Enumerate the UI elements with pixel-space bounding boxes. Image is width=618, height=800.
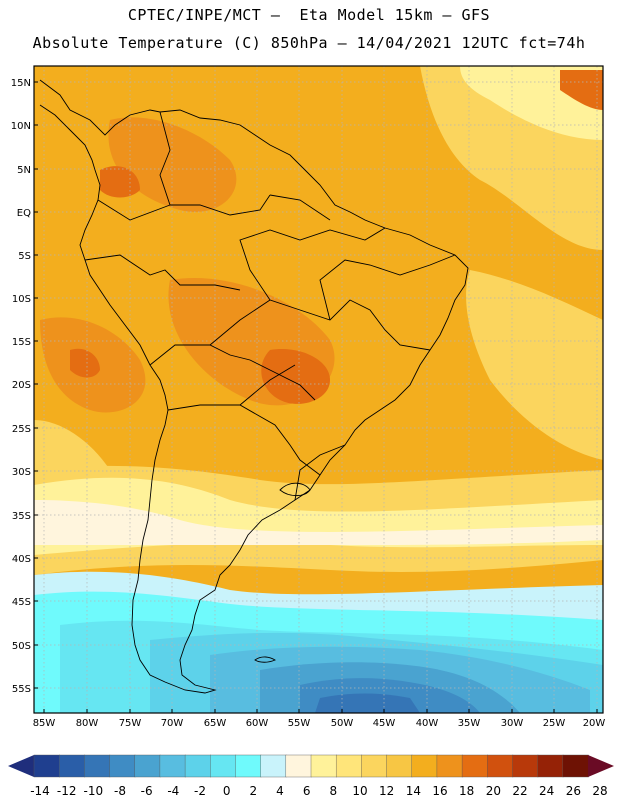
lon-label: 50W	[331, 718, 354, 729]
lon-label: 45W	[373, 718, 396, 729]
colorbar-tick-label: 10	[352, 784, 367, 798]
lon-label: 85W	[33, 718, 56, 729]
colorbar-swatch	[210, 754, 237, 778]
lat-label: 15N	[11, 78, 31, 89]
lat-label: 55S	[12, 684, 31, 695]
colorbar-swatch	[109, 754, 136, 778]
colorbar-swatch	[159, 754, 186, 778]
lon-label: 70W	[161, 718, 184, 729]
axis-ticks	[34, 81, 598, 713]
colorbar-swatch	[335, 754, 363, 778]
colorbar-tick-label: 20	[486, 784, 501, 798]
colorbar-tick-label: 8	[330, 784, 338, 798]
colorbar-tick-label: -8	[114, 784, 126, 798]
colorbar-tick-label: 28	[592, 784, 607, 798]
colorbar-tick-label: 26	[566, 784, 581, 798]
colorbar-swatch	[58, 754, 86, 778]
lon-label: 20W	[583, 718, 606, 729]
colorbar-swatch	[285, 754, 312, 778]
colorbar-tick-label: -12	[57, 784, 77, 798]
colorbar-tick-label: 18	[459, 784, 474, 798]
colorbar-tick-label: 14	[406, 784, 421, 798]
chart-title-line1: CPTEC/INPE/MCT – Eta Model 15km – GFS	[127, 6, 491, 24]
colorbar-swatch	[310, 754, 337, 778]
colorbar-swatch	[235, 754, 262, 778]
lat-label: 5S	[18, 251, 31, 262]
colorbar-tick-label: 6	[303, 784, 311, 798]
colorbar-tick-label: 2	[250, 784, 258, 798]
lon-label: 30W	[501, 718, 524, 729]
temperature-field	[34, 66, 603, 713]
colorbar-tick-label: 4	[276, 784, 284, 798]
lat-label: 10N	[11, 121, 31, 132]
colorbar-tick-label: 16	[432, 784, 447, 798]
colorbar-tick-label: 22	[512, 784, 527, 798]
lon-label: 60W	[246, 718, 269, 729]
lat-label: EQ	[17, 208, 31, 219]
colorbar-tick-label: -2	[194, 784, 206, 798]
colorbar-swatch	[411, 754, 438, 778]
lat-label: 50S	[12, 641, 31, 652]
colorbar-swatch	[134, 754, 161, 778]
colorbar-tick-label: -4	[167, 784, 179, 798]
longitude-labels: 85W 80W 75W 70W 65W 60W 55W 50W 45W 40W …	[33, 718, 606, 729]
colorbar-swatch	[512, 754, 539, 778]
colorbar-tick-label: -14	[30, 784, 50, 798]
latitude-labels: 15N 10N 5N EQ 5S 10S 15S 20S 25S 30S 35S…	[11, 78, 31, 695]
lon-label: 25W	[543, 718, 566, 729]
colorbar-low-arrow	[8, 755, 34, 777]
colorbar-swatch	[562, 754, 589, 778]
lat-label: 20S	[12, 380, 31, 391]
colorbar-swatch	[487, 754, 514, 778]
colorbar-swatch	[386, 754, 413, 778]
coastline	[39, 79, 469, 694]
colorbar: -14 -12 -10 -8 -6 -4 -2 0 2 4 6 8 10 12 14 16 18 20 22 24 26…	[8, 754, 614, 798]
colorbar-tick-label: -6	[141, 784, 153, 798]
graticule	[34, 66, 603, 713]
map-frame	[33, 65, 604, 714]
lat-label: 25S	[12, 424, 31, 435]
colorbar-swatch	[436, 754, 463, 778]
lat-label: 35S	[12, 511, 31, 522]
lat-label: 45S	[12, 597, 31, 608]
lon-label: 65W	[204, 718, 227, 729]
colorbar-tick-label: 24	[539, 784, 554, 798]
lon-label: 55W	[288, 718, 311, 729]
colorbar-tick-label: 12	[379, 784, 394, 798]
colorbar-swatch	[84, 754, 111, 778]
colorbar-swatch	[461, 754, 488, 778]
colorbar-swatch	[33, 754, 60, 778]
colorbar-swatch	[537, 754, 564, 778]
lon-label: 35W	[458, 718, 481, 729]
lat-label: 5N	[17, 165, 31, 176]
lon-label: 75W	[119, 718, 142, 729]
colorbar-tick-label: 0	[223, 784, 231, 798]
colorbar-tick-label: -10	[84, 784, 104, 798]
colorbar-swatch	[184, 754, 211, 778]
lat-label: 10S	[12, 294, 31, 305]
chart-title-line2: Absolute Temperature (C) 850hPa – 14/04/…	[32, 34, 586, 52]
lon-label: 40W	[416, 718, 439, 729]
lat-label: 30S	[12, 467, 31, 478]
lat-label: 15S	[12, 337, 31, 348]
lon-label: 80W	[76, 718, 99, 729]
lat-label: 40S	[12, 554, 31, 565]
colorbar-swatch	[361, 754, 388, 778]
colorbar-high-arrow	[588, 755, 614, 777]
colorbar-swatch	[260, 754, 287, 778]
